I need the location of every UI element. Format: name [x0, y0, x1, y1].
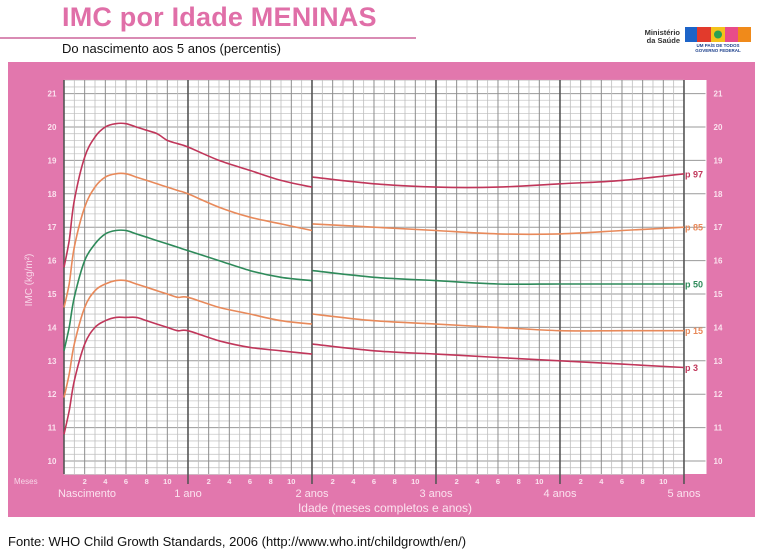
x-month-tick: 4: [599, 477, 604, 486]
y-tick-label: 12: [714, 390, 723, 399]
label-p3: p 3: [685, 363, 698, 373]
x-month-tick: 10: [535, 477, 543, 486]
x-year-label: Nascimento: [58, 488, 116, 500]
x-month-tick: 2: [83, 477, 87, 486]
curve-p50-0-2y: [63, 229, 313, 351]
curve-p97-0-2y: [63, 122, 313, 268]
x-month-tick: 6: [124, 477, 128, 486]
curve-p15-2-5y: [312, 313, 684, 332]
x-month-tick: 10: [659, 477, 667, 486]
y-tick-label: 10: [48, 457, 57, 466]
label-p97: p 97: [685, 169, 703, 179]
x-month-tick: 8: [393, 477, 397, 486]
y-tick-label: 11: [48, 424, 57, 433]
y-tick-label: 18: [714, 190, 723, 199]
y-tick-label: 16: [714, 257, 723, 266]
x-year-label: 5 anos: [667, 488, 701, 500]
y-tick-label: 15: [714, 290, 723, 299]
x-month-tick: 4: [351, 477, 356, 486]
x-month-tick: 10: [163, 477, 171, 486]
x-year-label: 2 anos: [295, 488, 329, 500]
ministry-logo: Ministério da Saúde UM PAÍS DE TODOS GOV…: [640, 24, 768, 54]
x-month-tick: 2: [579, 477, 583, 486]
x-month-tick: 6: [496, 477, 500, 486]
x-year-label: 3 anos: [419, 488, 453, 500]
y-tick-label: 14: [48, 323, 57, 332]
page-subtitle: Do nascimento aos 5 anos (percentis): [62, 41, 281, 56]
grid: [63, 79, 707, 484]
y-tick-label: 19: [48, 156, 57, 165]
y-tick-label: 17: [714, 223, 723, 232]
x-year-label: 1 ano: [174, 488, 202, 500]
y-tick-label: 13: [48, 357, 57, 366]
x-axis-label: Idade (meses completos e anos): [298, 501, 472, 515]
x-month-tick: 8: [269, 477, 273, 486]
curve-p3-0-2y: [63, 316, 313, 435]
page-title: IMC por Idade MENINAS: [62, 2, 377, 32]
percentile-labels: p 97 p 85 p 50 p 15 p 3: [685, 169, 703, 373]
y-tick-label: 14: [714, 323, 723, 332]
logo-tagline-line2: GOVERNO FEDERAL: [695, 48, 741, 53]
y-tick-label: 19: [714, 156, 723, 165]
y-axis-left: 10 11 12 13 14 15 16 17 18 19 20 21: [48, 90, 57, 466]
plot-area: [64, 80, 706, 474]
y-tick-label: 18: [48, 190, 57, 199]
y-axis-label: IMC (kg/m²): [24, 254, 35, 307]
x-month-tick: 8: [145, 477, 149, 486]
y-tick-label: 11: [714, 424, 723, 433]
x-month-tick: 10: [411, 477, 419, 486]
y-tick-label: 13: [714, 357, 723, 366]
x-month-tick: 4: [475, 477, 480, 486]
y-tick-label: 20: [48, 123, 57, 132]
y-tick-label: 21: [48, 90, 57, 99]
x-month-tick: 6: [620, 477, 624, 486]
x-axis: 2 4 6 8 10 2 4 6 8 10 2 4 6 8 10 2 4 6 8 10 2 4 6 8 10 Nascimento…: [58, 477, 701, 500]
source-footer: Fonte: WHO Child Growth Standards, 2006 …: [8, 534, 467, 549]
x-month-tick: 10: [287, 477, 295, 486]
logo-tagline: UM PAÍS DE TODOS GOVERNO FEDERAL: [685, 43, 751, 53]
x-month-tick: 4: [227, 477, 232, 486]
x-month-tick: 2: [455, 477, 459, 486]
label-p85: p 85: [685, 223, 703, 233]
curve-p85-2-5y: [312, 223, 685, 236]
y-tick-label: 15: [48, 290, 57, 299]
x-month-tick: 8: [641, 477, 645, 486]
label-p50: p 50: [685, 279, 703, 289]
x-month-tick: 4: [103, 477, 108, 486]
label-p15: p 15: [685, 326, 703, 336]
y-tick-label: 20: [714, 123, 723, 132]
title-divider: [0, 37, 416, 39]
x-month-tick: 6: [248, 477, 252, 486]
x-month-tick: 8: [517, 477, 521, 486]
curve-p85-0-2y: [63, 172, 313, 308]
brasil-flag-logo-icon: [685, 27, 751, 42]
x-month-tick: 2: [207, 477, 211, 486]
y-tick-label: 17: [48, 223, 57, 232]
y-tick-label: 16: [48, 257, 57, 266]
ministry-label: Ministério da Saúde: [644, 28, 680, 45]
months-label: Meses: [14, 477, 38, 486]
curve-p15-0-2y: [63, 279, 313, 398]
x-month-tick: 6: [372, 477, 376, 486]
logo-tagline-line1: UM PAÍS DE TODOS: [696, 43, 740, 48]
curve-p3-2-5y: [312, 343, 685, 369]
curve-p50-2-5y: [312, 269, 684, 286]
x-month-tick: 2: [331, 477, 335, 486]
y-axis-right: 10 11 12 13 14 15 16 17 18 19 20 21: [714, 90, 723, 466]
y-tick-label: 10: [714, 457, 723, 466]
y-tick-label: 21: [714, 90, 723, 99]
percentile-curves: [63, 122, 685, 435]
curve-p97-2-5y: [312, 173, 685, 189]
y-tick-label: 12: [48, 390, 57, 399]
x-year-label: 4 anos: [543, 488, 577, 500]
